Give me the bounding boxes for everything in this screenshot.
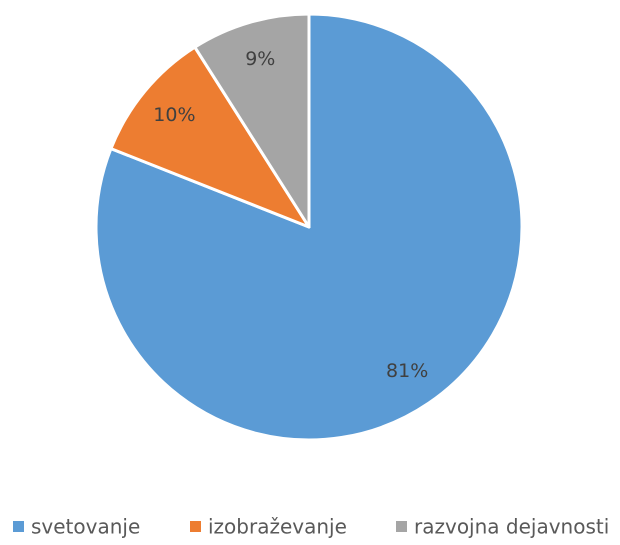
data-label: 9%: [245, 48, 275, 70]
legend-label: izobraževanje: [208, 515, 347, 539]
data-label: 10%: [153, 104, 195, 126]
pie-slice: [193, 12, 311, 229]
legend-label: svetovanje: [31, 515, 140, 539]
legend-swatch: [13, 521, 24, 532]
legend-swatch: [190, 521, 201, 532]
pie-slice: [109, 45, 311, 229]
data-label: 81%: [386, 360, 428, 382]
legend-swatch: [396, 521, 407, 532]
legend-label: razvojna dejavnosti: [414, 515, 609, 539]
